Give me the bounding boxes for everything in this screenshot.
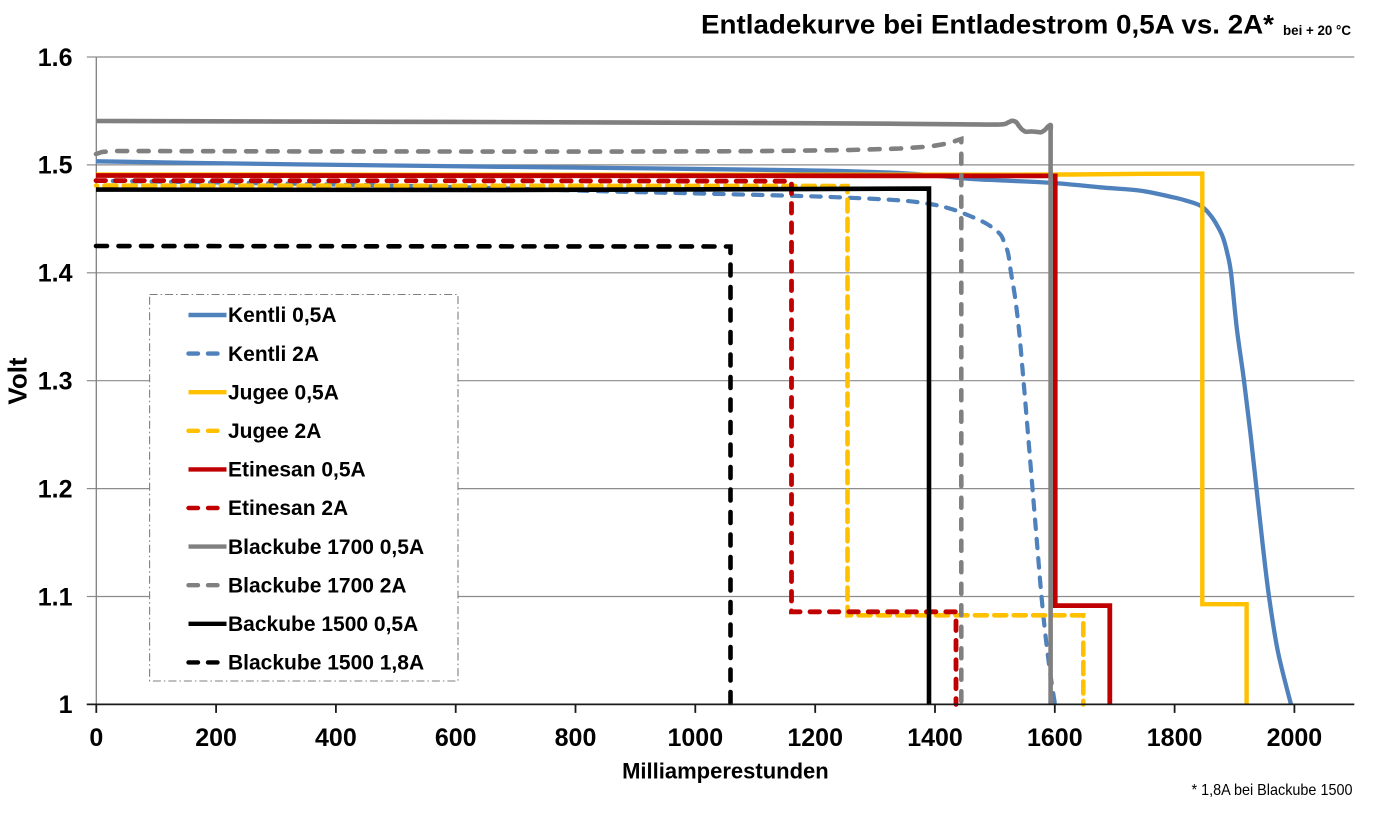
svg-text:1.5: 1.5 [38,152,73,180]
svg-text:1: 1 [59,691,73,719]
svg-text:1600: 1600 [1027,724,1083,752]
svg-text:1800: 1800 [1147,724,1203,752]
svg-text:Blackube 1700 0,5A: Blackube 1700 0,5A [228,536,424,559]
svg-text:* 1,8A bei Blackube 1500: * 1,8A bei Blackube 1500 [1192,782,1353,799]
svg-text:Jugee 0,5A: Jugee 0,5A [228,381,339,404]
svg-text:1.4: 1.4 [38,260,73,288]
svg-text:Backube 1500 0,5A: Backube 1500 0,5A [228,613,418,636]
svg-text:1.3: 1.3 [38,368,73,396]
svg-text:1200: 1200 [787,724,843,752]
svg-text:1.1: 1.1 [38,583,73,611]
svg-text:1400: 1400 [907,724,963,752]
svg-text:1000: 1000 [667,724,723,752]
svg-text:0: 0 [89,724,103,752]
svg-text:Kentli 0,5A: Kentli 0,5A [228,304,337,327]
svg-text:Volt: Volt [3,357,33,405]
svg-text:Etinesan 0,5A: Etinesan 0,5A [228,459,366,482]
svg-text:Blackube 1700 2A: Blackube 1700 2A [228,574,407,597]
svg-text:Milliamperestunden: Milliamperestunden [622,759,829,784]
svg-text:1.6: 1.6 [38,44,73,72]
svg-text:200: 200 [195,724,237,752]
svg-text:Etinesan 2A: Etinesan 2A [228,497,348,520]
svg-text:Jugee 2A: Jugee 2A [228,420,321,443]
svg-text:Entladekurve bei Entladestrom: Entladekurve bei Entladestrom 0,5A vs. 2… [701,10,1274,40]
svg-text:400: 400 [315,724,357,752]
svg-text:1.2: 1.2 [38,475,73,503]
svg-text:Blackube 1500 1,8A: Blackube 1500 1,8A [228,652,424,675]
svg-text:800: 800 [555,724,597,752]
svg-text:bei + 20 °C: bei + 20 °C [1283,23,1351,38]
svg-text:600: 600 [435,724,477,752]
svg-text:Kentli 2A: Kentli 2A [228,343,319,366]
svg-text:2000: 2000 [1267,724,1323,752]
